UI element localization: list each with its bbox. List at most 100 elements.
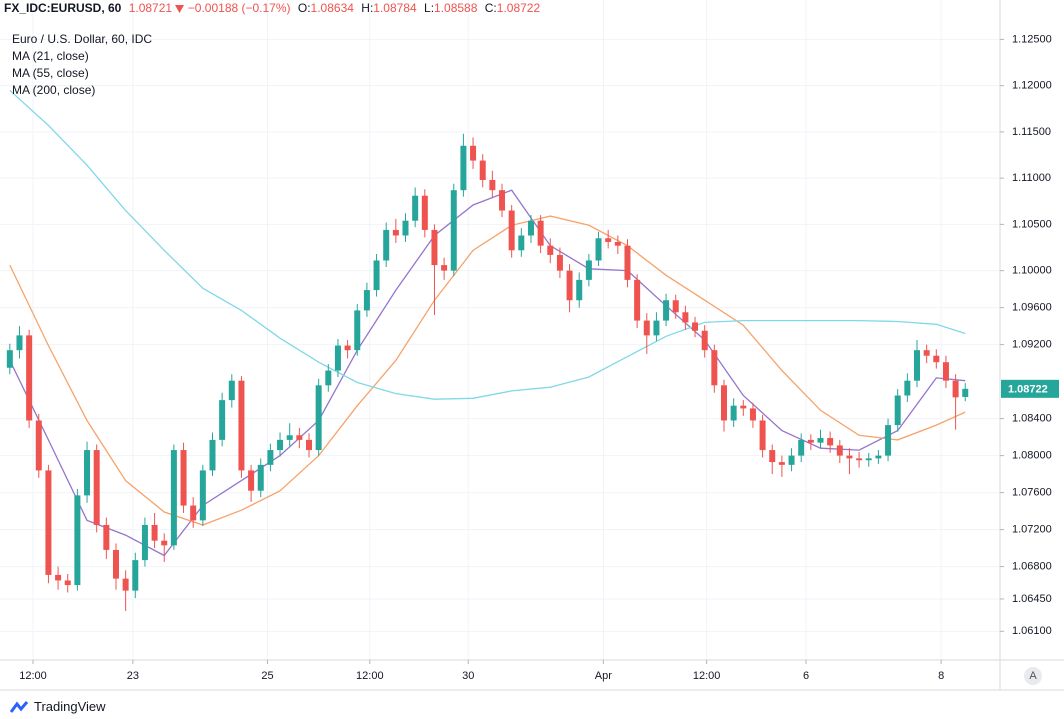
y-tick-label: 1.11000: [1012, 172, 1051, 184]
candle-body: [392, 229, 399, 236]
high-value: 1.08784: [373, 1, 417, 15]
y-tick-label: 1.06450: [1012, 593, 1052, 605]
candle-body: [566, 270, 573, 301]
legend: Euro / U.S. Dollar, 60, IDC MA (21, clos…: [12, 31, 152, 99]
candle-body: [875, 455, 882, 459]
legend-title: Euro / U.S. Dollar, 60, IDC: [12, 32, 153, 46]
candle-body: [885, 425, 892, 456]
x-tick-label: 12:00: [693, 670, 721, 682]
candle-body: [962, 388, 969, 397]
candle-body: [325, 370, 332, 386]
candle-body: [663, 300, 670, 321]
y-tick-label: 1.08000: [1012, 450, 1052, 462]
candle-body: [84, 450, 91, 496]
x-tick-label: 12:00: [356, 670, 384, 682]
close-label: C:: [484, 1, 497, 15]
candle-body: [470, 145, 477, 161]
candle-body: [595, 238, 602, 261]
candle-body: [682, 312, 689, 323]
candle-body: [720, 385, 727, 421]
candle-body: [846, 455, 853, 459]
brand-logo: [10, 700, 29, 713]
candle-body: [219, 400, 226, 440]
candle-body: [431, 229, 438, 266]
candle-body: [527, 220, 534, 236]
candle-body: [334, 345, 341, 371]
legend-entry[interactable]: MA (21, close): [12, 49, 89, 63]
candle-body: [798, 439, 805, 456]
legend-entry[interactable]: MA (200, close): [12, 83, 96, 97]
candle-body: [653, 320, 660, 336]
last-price: 1.08721: [128, 1, 173, 15]
y-tick-label: 1.11500: [1012, 126, 1051, 138]
candle-body: [807, 439, 814, 443]
candle-body: [6, 350, 13, 368]
candle-body: [26, 335, 33, 421]
y-tick-label: 1.12000: [1012, 80, 1052, 92]
candle-body: [151, 524, 158, 541]
legend-entry[interactable]: MA (55, close): [12, 66, 89, 80]
x-tick-label: 6: [803, 670, 809, 682]
candle-body: [209, 439, 216, 471]
candle-body: [93, 450, 100, 525]
brand-name[interactable]: TradingView: [34, 699, 106, 714]
candle-body: [605, 238, 612, 242]
candle-body: [672, 300, 679, 313]
candle-body: [914, 350, 921, 381]
y-tick-label: 1.06100: [1012, 625, 1052, 637]
y-tick-label: 1.09200: [1012, 339, 1052, 351]
high-label: H:: [361, 1, 374, 15]
candle-body: [132, 560, 139, 591]
candle-body: [547, 245, 554, 255]
candle-body: [277, 439, 284, 451]
candle-body: [450, 190, 457, 271]
candle-body: [701, 330, 708, 351]
footer: TradingView: [10, 699, 106, 714]
candle-body: [170, 450, 177, 546]
low-value: 1.08588: [434, 1, 478, 15]
candle-body: [865, 458, 872, 461]
candle-body: [518, 235, 525, 251]
candle-body: [45, 470, 52, 575]
auto-scale-button[interactable]: A: [1024, 667, 1042, 685]
candle-body: [363, 290, 370, 311]
candle-body: [942, 362, 949, 381]
price-change: −0.00188 (−0.17%): [187, 1, 291, 15]
candle-body: [499, 190, 506, 211]
x-tick-label: Apr: [595, 670, 612, 682]
candle-body: [257, 464, 264, 491]
candle-body: [112, 549, 119, 579]
candle-body: [692, 322, 699, 331]
axes: 1.12500 1.12000 1.11500 1.11000 1.10500 1.100…: [0, 0, 1064, 691]
candle-body: [460, 145, 467, 191]
candle-body: [315, 385, 322, 451]
plot-area: [6, 89, 969, 611]
candle-body: [576, 279, 583, 301]
moving-average-line: [9, 189, 966, 557]
candle-body: [730, 405, 737, 421]
candle-body: [788, 455, 795, 465]
candle-body: [267, 450, 274, 465]
candle-body: [836, 445, 843, 456]
symbol: FX_IDC:EURUSD, 60: [4, 1, 122, 15]
close-value: 1.08722: [496, 1, 541, 15]
candle-body: [933, 355, 940, 363]
candle-body: [344, 345, 351, 351]
candle-body: [402, 220, 409, 236]
candle-body: [904, 380, 911, 396]
candle-body: [421, 195, 428, 230]
last-price-badge: [1001, 379, 1059, 398]
candle-body: [161, 540, 168, 546]
candle-body: [248, 470, 255, 491]
candle-body: [624, 245, 631, 280]
grid: [0, 0, 1000, 660]
candle-body: [441, 265, 448, 271]
y-tick-label: 1.06800: [1012, 560, 1052, 572]
candle-body: [238, 380, 245, 471]
x-tick-label: 30: [462, 670, 474, 682]
candle-body: [306, 439, 313, 451]
candle-body: [508, 210, 515, 251]
candle-body: [740, 405, 747, 409]
x-tick-label: 25: [261, 670, 273, 682]
